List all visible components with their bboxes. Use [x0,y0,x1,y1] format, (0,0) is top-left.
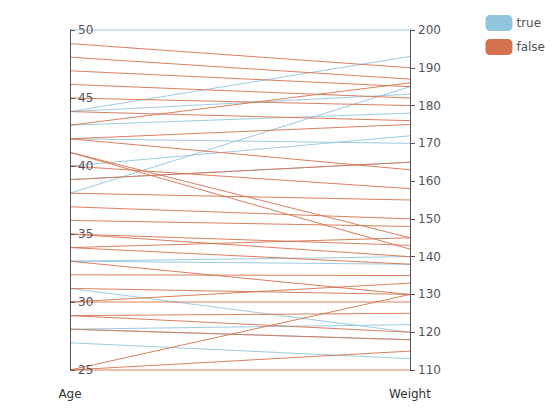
svg-text:130: 130 [418,287,441,301]
svg-text:160: 160 [418,174,441,188]
svg-text:50: 50 [78,23,93,37]
svg-text:Age: Age [58,387,81,401]
svg-text:110: 110 [418,363,441,377]
svg-text:40: 40 [78,159,93,173]
svg-text:190: 190 [418,61,441,75]
svg-text:30: 30 [78,295,93,309]
svg-text:150: 150 [418,212,441,226]
svg-text:140: 140 [418,250,441,264]
svg-text:35: 35 [78,227,93,241]
svg-text:false: false [516,40,545,54]
svg-text:25: 25 [78,363,93,377]
svg-text:Weight: Weight [389,387,431,401]
svg-text:200: 200 [418,23,441,37]
svg-text:170: 170 [418,136,441,150]
svg-text:45: 45 [78,91,93,105]
svg-text:180: 180 [418,99,441,113]
svg-text:120: 120 [418,325,441,339]
svg-text:true: true [516,16,541,30]
